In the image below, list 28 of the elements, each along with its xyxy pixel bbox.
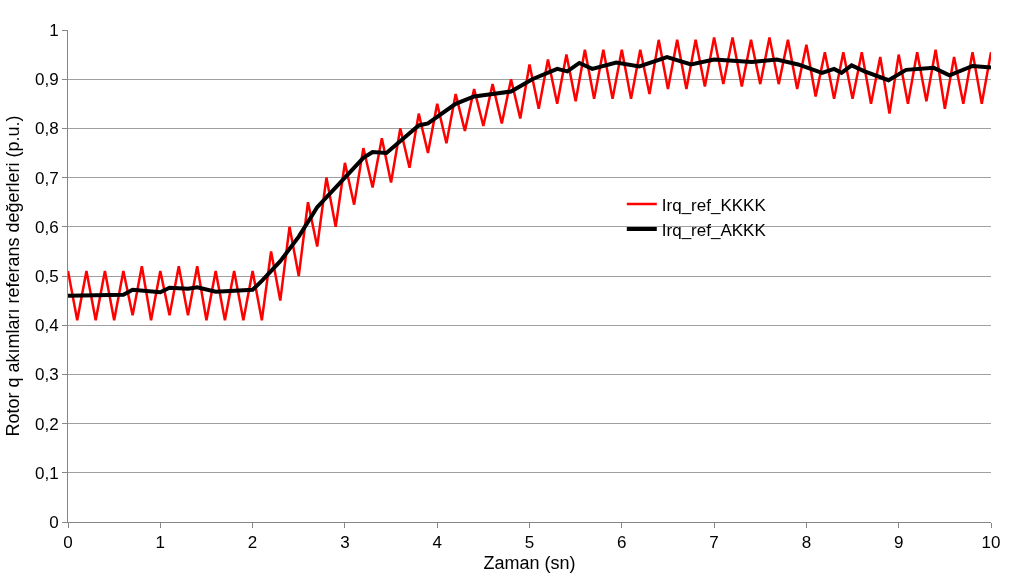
legend-label: Irq_ref_AKKK [661,220,767,240]
x-tick-label: 1 [155,533,166,553]
x-tick-label: 7 [709,533,719,553]
y-tick-label: 0 [49,512,59,532]
line-series [68,55,991,298]
y-tick-label: 0,3 [34,365,59,385]
x-tick-label: 9 [893,533,904,553]
y-tick-label: 0,5 [34,266,59,286]
y-axis-title: Rotor q akımları referans değerleri (p.u.) [3,115,24,437]
y-tick-label: 0,8 [34,119,59,139]
y-tick-label: 0,1 [34,463,59,483]
x-tick-label: 10 [981,533,1001,553]
x-tick-label: 4 [432,533,442,553]
x-tick-label: 2 [247,533,258,553]
x-axis-title: Zaman (sn) [483,552,576,573]
x-tick-label: 3 [340,533,350,553]
y-tick-label: 0,9 [34,70,59,90]
y-tick-label: 0,2 [34,414,59,434]
y-tick-label: 1 [49,20,59,40]
x-tick-label: 8 [801,533,812,553]
x-tick-label: 6 [617,533,627,553]
y-tick-label: 0,6 [34,217,59,237]
y-tick-label: 0,7 [34,168,59,188]
x-tick-label: 0 [63,533,73,553]
legend-label: Irq_ref_KKKK [661,195,767,215]
x-tick-label: 5 [524,533,535,553]
line-series [68,36,991,322]
y-tick-label: 0,4 [34,316,59,336]
